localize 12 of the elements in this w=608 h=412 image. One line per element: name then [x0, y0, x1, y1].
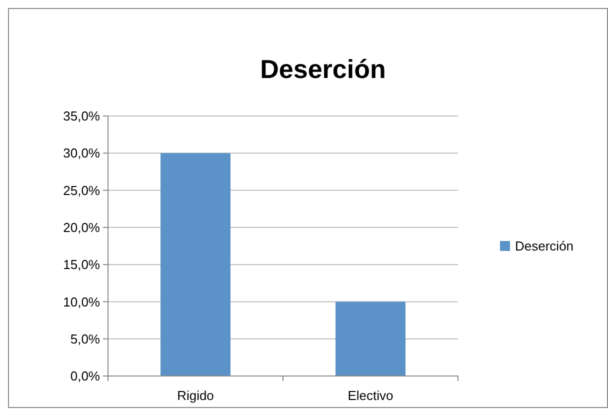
y-tick-label: 35,0% — [63, 108, 100, 124]
legend-label: Deserción — [515, 238, 574, 254]
y-tick-label: 10,0% — [63, 294, 100, 310]
x-tick-label: Electivo — [348, 388, 394, 403]
y-tick-label: 25,0% — [63, 182, 100, 198]
x-tick-label: Rigido — [177, 388, 214, 403]
y-tick-label: 15,0% — [63, 257, 100, 272]
y-tick-label: 5,0% — [70, 331, 100, 346]
y-tick-label: 20,0% — [63, 220, 100, 235]
chart-title: Deserción — [260, 54, 386, 84]
y-tick-label: 30,0% — [63, 146, 100, 161]
y-tick-label: 0,0% — [70, 368, 100, 384]
